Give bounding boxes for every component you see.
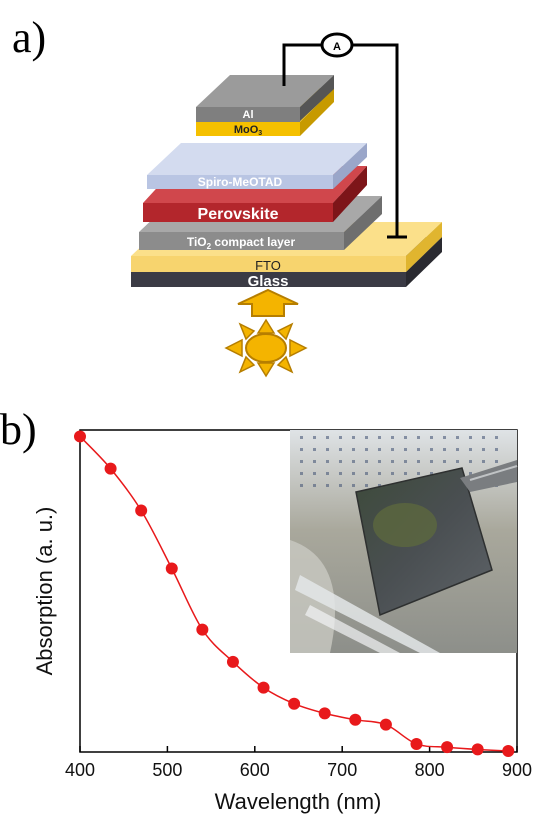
x-tick-label: 500 [152, 760, 182, 780]
ammeter-label: A [333, 41, 341, 53]
absorption-points [74, 430, 515, 758]
al-label: Al [243, 109, 254, 121]
device-schematic: Glass FTO TiO2 compact layer Perovskite [131, 32, 442, 378]
perovskite-label: Perovskite [198, 206, 279, 223]
external-circuit [282, 43, 407, 239]
light-arrow-icon [237, 288, 299, 317]
x-tick-label: 700 [327, 760, 357, 780]
data-point [257, 681, 270, 694]
fto-label: FTO [255, 258, 281, 273]
data-point [502, 745, 515, 758]
data-point [471, 743, 484, 756]
x-tick-label: 900 [502, 760, 532, 780]
ammeter-icon: A [320, 32, 354, 58]
x-axis-title: Wavelength (nm) [215, 789, 382, 814]
spiro-label: Spiro-MeOTAD [198, 175, 283, 189]
absorption-chart: 400 500 600 700 800 900 Wavelength (nm) Absor… [32, 429, 532, 814]
data-point [379, 718, 392, 731]
tio2-label: TiO2 compact layer [187, 235, 296, 251]
data-point [318, 707, 331, 720]
panel-a-label: a) [12, 13, 46, 62]
x-tick-label: 600 [240, 760, 270, 780]
data-point [196, 623, 209, 636]
x-tick-label: 800 [415, 760, 445, 780]
data-point [288, 697, 301, 710]
data-point [165, 562, 178, 575]
glass-label: Glass [248, 273, 289, 290]
data-point [441, 741, 454, 754]
x-tick-labels: 400 500 600 700 800 900 [65, 760, 532, 780]
data-point [226, 655, 239, 668]
data-point [349, 713, 362, 726]
data-point [104, 462, 117, 475]
y-axis-title: Absorption (a. u.) [32, 507, 57, 676]
perovskite-film-photo [290, 430, 518, 653]
panel-b-label: b) [0, 405, 37, 454]
data-point [74, 430, 86, 443]
spiro-layer: Spiro-MeOTAD [147, 143, 367, 189]
data-point [135, 504, 148, 517]
x-tick-label: 400 [65, 760, 95, 780]
al-layer: Al [196, 75, 334, 122]
moo3-label: MoO3 [234, 124, 262, 137]
sun-icon [224, 318, 308, 378]
data-point [410, 737, 423, 750]
